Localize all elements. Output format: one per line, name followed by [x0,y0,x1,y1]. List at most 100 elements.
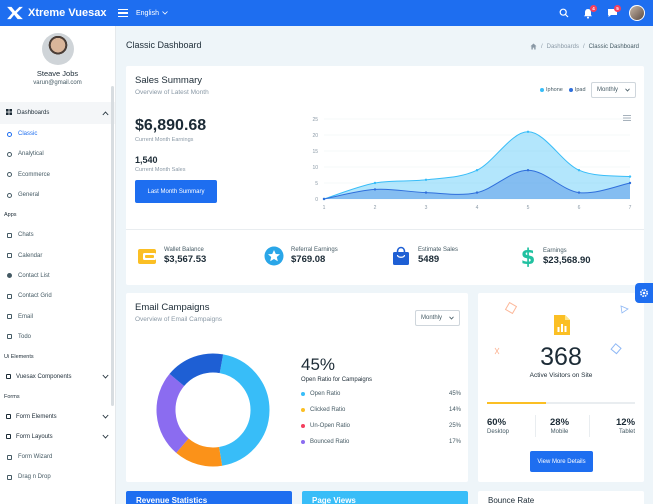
legend-label: Clicked Ratio [310,407,346,413]
sidebar-item-classic[interactable]: Classic [0,124,115,144]
notification-bell-icon[interactable]: 4 [581,5,597,20]
profile-email: varun@gmail.com [33,80,82,86]
sidebar-group-label: Vuesax Components [16,373,72,380]
sidebar-item-form-wizard[interactable]: Form Wizard [0,447,115,467]
visitors-label: Active Visitors on Site [529,372,593,379]
sidebar-item-label: Email [18,313,34,320]
data-point [322,197,326,201]
sidebar-item-chats[interactable]: Chats [0,225,115,245]
chart-menu-icon[interactable] [623,108,631,126]
search-icon[interactable] [557,6,571,20]
sidebar-item-label: Ecommerce [18,171,51,178]
menu-toggle-icon[interactable] [118,8,128,18]
visitors-card: 368 Active Visitors on Site View More De… [478,293,644,482]
chevron-up-icon [102,110,109,115]
legend-label: Un-Open Ratio [310,423,351,429]
data-point [475,169,479,172]
stat-value: 5489 [418,254,440,265]
breadcrumb-dashboards[interactable]: Dashboards [546,43,579,50]
svg-text:$: $ [521,246,536,268]
email-legend-unopen: Un-Open Ratio 25% [301,423,461,429]
sidebar-item-analytical[interactable]: Analytical [0,144,115,164]
stat-estimate-sales: Estimate Sales 5489 [391,246,458,266]
revenue-statistics-card: Revenue Statistics [126,491,292,504]
messages-icon[interactable]: 5 [605,5,621,20]
card-title: Revenue Statistics [136,496,208,504]
page-title: Classic Dashboard [126,40,202,50]
sidebar-item-drag-drop[interactable]: Drag n Drop [0,467,115,487]
circle-icon [7,172,12,178]
grid-icon [6,109,12,117]
legend-pct: 25% [448,423,461,429]
data-point [475,191,479,194]
wallet-icon [138,249,156,264]
card-title: Bounce Rate [488,496,535,504]
legend-label: Open Ratio [310,391,341,397]
email-legend-bounced: Bounced Ratio 17% [301,439,461,445]
series-area-0 [324,131,630,199]
settings-fab[interactable] [635,283,653,303]
chevron-down-icon [102,415,109,420]
language-selector[interactable]: English [136,10,168,17]
sidebar-item-ecommerce[interactable]: Ecommerce [0,165,115,185]
user-avatar[interactable] [629,5,645,21]
donut-slice [218,354,270,466]
sidebar-item-general[interactable]: General [0,185,115,205]
bounce-rate-card: Bounce Rate [478,491,644,504]
app-logo[interactable]: Xtreme Vuesax [0,6,112,20]
home-icon[interactable] [530,43,537,50]
sidebar-item-email[interactable]: Email [0,306,115,326]
sales-title: Sales Summary [135,75,203,86]
x-tick-label: 7 [629,205,632,211]
legend-iphone: Iphone [546,87,563,93]
sidebar-item-label: Classic [18,131,38,138]
visitors-progress-bar [487,402,547,404]
sidebar-item-label: Contact List [18,272,50,279]
view-more-details-button[interactable]: View More Details [530,451,593,472]
data-point [526,130,530,133]
sidebar-item-label: Todo [18,333,32,340]
sidebar-item-calendar[interactable]: Calendar [0,245,115,265]
email-icon [7,314,12,320]
sales-subtitle: Overview of Latest Month [135,89,209,96]
device-pct: 60% [487,417,507,428]
data-point [424,178,428,181]
device-tablet: 12% Tablet [616,417,635,435]
sidebar-item-todo[interactable]: Todo [0,327,115,347]
visitors-progress-track [487,402,635,404]
last-month-summary-button[interactable]: Last Month Summary [135,180,217,203]
divider [126,229,644,230]
data-point [373,181,377,185]
sidebar-group-form-elements[interactable]: Form Elements [0,407,115,427]
sidebar-item-contact-list[interactable]: Contact List [0,266,115,286]
sales-period-select[interactable]: Monthly [591,82,636,98]
sidebar-group-form-layouts[interactable]: Form Layouts [0,427,115,447]
legend-pct: 14% [448,407,461,413]
notification-badge: 4 [590,5,597,12]
sidebar-group-vuesax[interactable]: Vuesax Components [0,367,115,387]
device-pct: 12% [616,417,636,428]
sidebar-group-dashboards[interactable]: Dashboards [0,102,115,124]
sidebar-item-contact-grid[interactable]: Contact Grid [0,286,115,306]
select-value: Monthly [421,315,443,321]
sidebar-item-label: Form Wizard [18,454,53,461]
email-period-select[interactable]: Monthly [415,310,460,326]
star-badge-icon [264,246,284,266]
sidebar-section-ui: Ui Elements [4,353,34,360]
stat-label: Earnings [543,248,567,254]
data-point [424,191,428,194]
stat-label: Wallet Balance [164,247,204,253]
legend-label: Bounced Ratio [310,439,350,445]
email-donut-chart [156,353,270,467]
sidebar: Steave Jobs varun@gmail.com Dashboards C… [0,26,116,504]
language-label: English [136,9,159,17]
sidebar-group-label: Form Layouts [16,433,53,440]
donut-slice [169,353,224,387]
sidebar-scrollbar[interactable] [111,86,114,406]
email-legend-clicked: Clicked Ratio 14% [301,407,461,413]
todo-icon [7,334,12,340]
device-pct: 28% [550,417,570,428]
sales-legend: Iphone Ipad [540,87,586,93]
profile-avatar[interactable] [41,33,74,65]
sidebar-profile: Steave Jobs varun@gmail.com [0,26,115,102]
